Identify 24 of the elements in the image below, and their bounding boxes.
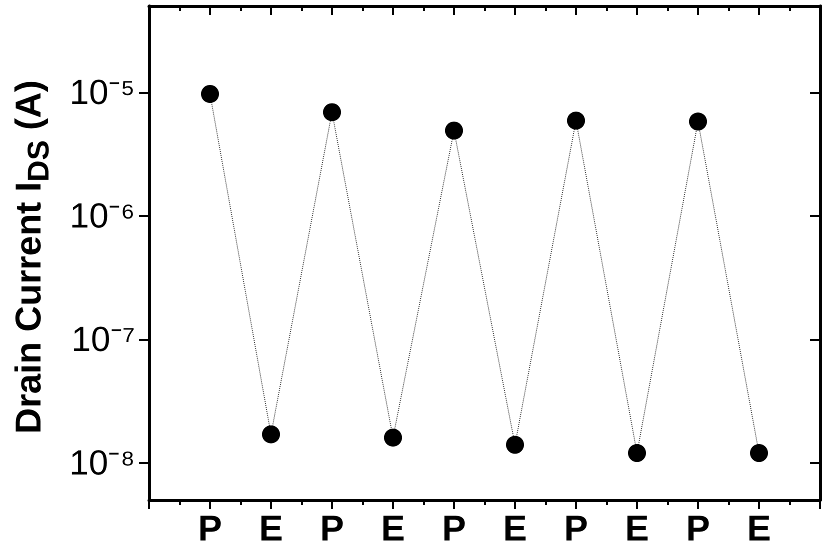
- point: [567, 112, 585, 130]
- point: [445, 122, 463, 140]
- x-tick-label: E: [624, 508, 650, 548]
- point: [201, 84, 219, 103]
- point: [262, 425, 280, 444]
- point: [384, 428, 402, 447]
- point: [506, 436, 524, 454]
- x-tick-label: E: [746, 508, 772, 548]
- x-tick-label: P: [564, 508, 588, 548]
- y-tick-label: 10⁻⁸: [69, 443, 135, 482]
- y-tick-label: 10⁻⁵: [70, 72, 135, 112]
- point: [323, 103, 341, 122]
- y-tick-label: 10⁻⁶: [70, 196, 135, 236]
- x-tick-label: E: [258, 508, 284, 548]
- x-tick-label: P: [198, 508, 222, 548]
- x-tick-label: P: [686, 508, 710, 548]
- x-tick-label: P: [442, 508, 466, 548]
- x-tick-label: E: [380, 508, 406, 548]
- point: [689, 112, 707, 131]
- point: [628, 444, 646, 462]
- x-tick-label: E: [502, 508, 528, 548]
- x-tick-label: P: [320, 508, 344, 548]
- y-tick-label: 10⁻⁷: [71, 320, 135, 359]
- point: [750, 444, 768, 462]
